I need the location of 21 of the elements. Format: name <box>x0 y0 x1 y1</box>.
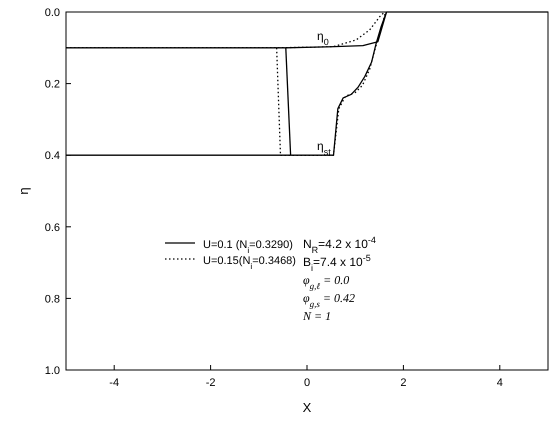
x-axis-title: X <box>302 400 312 415</box>
legend-label: U=0.1 (N$_{i}$=0.3290) <box>203 239 293 254</box>
y-tick-label: 1.0 <box>44 365 60 377</box>
annotation: N = 1 <box>302 309 332 323</box>
x-tick-label: -2 <box>206 377 216 389</box>
x-tick-label: 0 <box>304 377 310 389</box>
annotation: η$_{0}$ <box>317 29 329 47</box>
x-tick-label: 4 <box>496 377 503 389</box>
x-tick-label: -4 <box>109 377 120 389</box>
legend-label: U=0.15(N$_{i}$=0.3468) <box>203 255 296 270</box>
annotation: N$_{R}$=4.2 x 10$^{-4}$ <box>303 235 376 255</box>
y-tick-label: 0.2 <box>44 78 60 91</box>
y-tick-label: 0.6 <box>44 222 60 234</box>
y-tick-label: 0.0 <box>44 7 60 19</box>
y-axis-title: η <box>16 187 31 195</box>
annotation: B$_{i}$=7.4 x 10$^{-5}$ <box>303 253 371 273</box>
y-tick-label: 0.8 <box>44 293 60 306</box>
y-tick-label: 0.4 <box>44 150 60 162</box>
annotation: φ$_{g,s}$ = 0.42 <box>303 291 356 309</box>
x-tick-label: 2 <box>400 377 406 389</box>
annotation: φ$_{g,ℓ}$ = 0.0 <box>303 273 350 291</box>
